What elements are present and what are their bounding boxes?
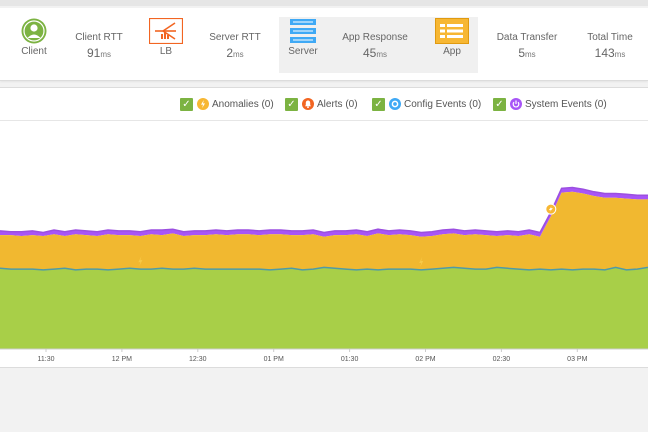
system-power-icon [510,98,522,110]
x-tick-label: 12 PM [112,356,132,363]
response-time-chart[interactable]: 11:30 12 PM 12:30 01 PM 01:30 02 PM 02:30 03 PM [0,121,648,367]
checkbox-checked-icon[interactable]: ✓ [180,97,193,111]
total-time-value: 143 [594,46,615,60]
client-icon [21,18,47,44]
lb-label: LB [159,46,173,57]
legend-config-events[interactable]: ✓ Config Events (0) [372,97,481,111]
client-rtt-area [0,267,648,349]
system-events-line [0,186,648,234]
client-rtt-unit: ms [100,50,112,59]
server-rtt-label: Server RTT [209,32,261,43]
server-rtt-value: 2 [226,46,233,60]
alert-bell-icon [302,98,314,110]
client-rtt-value: 91 [86,46,101,60]
app-response-metric: App Response 45ms [330,32,420,60]
anomaly-bolt-marker [138,256,143,267]
x-tick-label: 12:30 [189,356,207,363]
server-rtt-metric: Server RTT 2ms [190,32,280,60]
total-time-label: Total Time [587,32,633,43]
app-response-value: 45 [362,46,377,60]
client-node[interactable]: Client [14,18,54,57]
data-transfer-label: Data Transfer [496,32,558,43]
client-label: Client [21,46,47,57]
checkbox-checked-icon[interactable]: ✓ [285,97,298,111]
checkbox-checked-icon[interactable]: ✓ [372,97,385,111]
x-tick-label: 02 PM [415,356,435,363]
legend-anomalies[interactable]: ✓ Anomalies (0) [180,97,274,111]
checkbox-checked-icon[interactable]: ✓ [493,97,506,111]
x-tick-label: 01:30 [341,356,359,363]
data-transfer-metric: Data Transfer 5ms [482,32,572,60]
server-label: Server [288,46,318,57]
server-icon [290,19,316,43]
chart-legend: ✓ Anomalies (0) ✓ Alerts (0) ✓ Config Ev… [0,88,648,121]
x-tick-label: 01 PM [264,356,284,363]
legend-alerts[interactable]: ✓ Alerts (0) [285,97,358,111]
legend-alerts-label: Alerts (0) [317,98,358,110]
app-response-label: App Response [342,32,408,43]
data-transfer-value: 5 [518,46,525,60]
x-tick-label: 03 PM [567,356,587,363]
anomaly-marker-bolt-icon [548,206,553,213]
anomaly-icon [197,98,209,110]
client-rtt-label: Client RTT [75,32,123,43]
app-label: App [443,46,461,57]
chart-card: ✓ Anomalies (0) ✓ Alerts (0) ✓ Config Ev… [0,87,648,368]
app-response-unit: ms [376,50,388,59]
legend-config-events-label: Config Events (0) [404,98,482,110]
legend-anomalies-label: Anomalies (0) [212,98,274,110]
app-node[interactable]: App [432,18,472,57]
data-transfer-unit: ms [525,50,536,59]
app-response-area [0,191,648,270]
server-rtt-unit: ms [233,50,244,59]
top-strip [0,0,648,6]
config-gear-icon [389,98,401,110]
app-icon [435,18,469,44]
transaction-flow-bar: Client Client RTT 91ms LB Server RTT 2ms [0,8,648,81]
client-rtt-metric: Client RTT 91ms [54,32,144,60]
anomaly-bolt-marker [419,256,424,267]
x-tick-label: 02:30 [493,356,511,363]
total-time-unit: ms [614,50,626,59]
total-time-metric: Total Time 143ms [572,32,648,60]
x-tick-label: 11:30 [38,356,55,363]
load-balancer-icon [149,18,183,44]
legend-system-events[interactable]: ✓ System Events (0) [493,97,607,111]
client-rtt-line [0,266,648,271]
lb-node[interactable]: LB [148,18,184,57]
legend-system-events-label: System Events (0) [525,98,607,110]
server-node[interactable]: Server [284,18,322,57]
